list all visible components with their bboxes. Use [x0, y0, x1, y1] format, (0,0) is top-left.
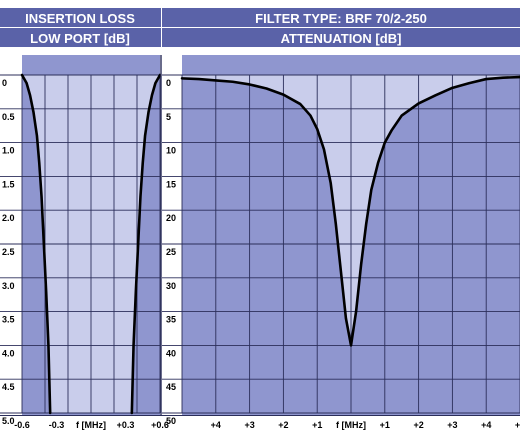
left-ytick-label: 0: [2, 78, 7, 88]
left-header-subtitle: LOW PORT [dB]: [30, 31, 130, 46]
left-xtick-label: +0.6: [151, 420, 169, 430]
right-ytick-label: 10: [166, 146, 176, 156]
left-response-curve: [20, 73, 52, 415]
right-ytick-label: 35: [166, 315, 176, 325]
right-xtick-label: +4: [211, 420, 221, 430]
right-xtick-label: +5: [515, 420, 520, 430]
right-header-subtitle: ATTENUATION [dB]: [281, 31, 402, 46]
left-ytick-label: 4.5: [2, 382, 15, 392]
left-ytick-strip: [0, 55, 22, 415]
right-ytick-label: 45: [166, 382, 176, 392]
left-ytick-label: 1.0: [2, 146, 15, 156]
right-xtick-label: +3: [244, 420, 254, 430]
left-ytick-label: 3.5: [2, 315, 15, 325]
left-xaxis-label: f [MHz]: [76, 420, 106, 430]
right-response-curve: [180, 75, 520, 347]
right-ytick-label: 0: [166, 78, 171, 88]
left-xtick-label: -0.6: [14, 420, 30, 430]
left-response-curve: [130, 73, 162, 415]
left-ytick-label: 4.0: [2, 348, 15, 358]
right-xtick-label: +2: [278, 420, 288, 430]
left-ytick-label: 0.5: [2, 112, 15, 122]
right-xtick-label: +1: [380, 420, 390, 430]
right-header-bar: [162, 8, 520, 27]
right-ytick-label: 15: [166, 179, 176, 189]
left-ytick-label: 2.5: [2, 247, 15, 257]
right-ytick-label: 40: [166, 348, 176, 358]
left-ytick-label: 5.0: [2, 416, 15, 426]
right-xtick-label: +3: [447, 420, 457, 430]
left-ytick-label: 1.5: [2, 179, 15, 189]
right-ytick-strip: [162, 55, 182, 415]
right-ytick-label: 25: [166, 247, 176, 257]
right-ytick-label: 5: [166, 112, 171, 122]
attenuation-panel: 0 5 10 15 20 25 30 35 40 45 50: [162, 55, 520, 426]
left-header-bar: [0, 8, 161, 27]
right-ytick-label: 50: [166, 416, 176, 426]
left-ytick-label: 2.0: [2, 213, 15, 223]
right-xtick-label: +1: [312, 420, 322, 430]
left-subheader-bar: [0, 28, 161, 47]
right-header-title: FILTER TYPE: BRF 70/2-250: [255, 11, 427, 26]
right-ytick-label: 30: [166, 281, 176, 291]
left-xtick-label: -0.3: [49, 420, 65, 430]
right-xtick-label: +4: [481, 420, 491, 430]
right-xaxis-label: f [MHz]: [336, 420, 366, 430]
insertion-loss-panel: 0 0.5 1.0 1.5 2.0 2.5 3.0 3.5 4.0 4.5 5.0: [0, 55, 162, 426]
right-ytick-label: 20: [166, 213, 176, 223]
left-xtick-label: +0.3: [117, 420, 135, 430]
right-xtick-label: +2: [413, 420, 423, 430]
left-header-title: INSERTION LOSS: [25, 11, 135, 26]
right-subheader-bar: [162, 28, 520, 47]
left-ytick-label: 3.0: [2, 281, 15, 291]
